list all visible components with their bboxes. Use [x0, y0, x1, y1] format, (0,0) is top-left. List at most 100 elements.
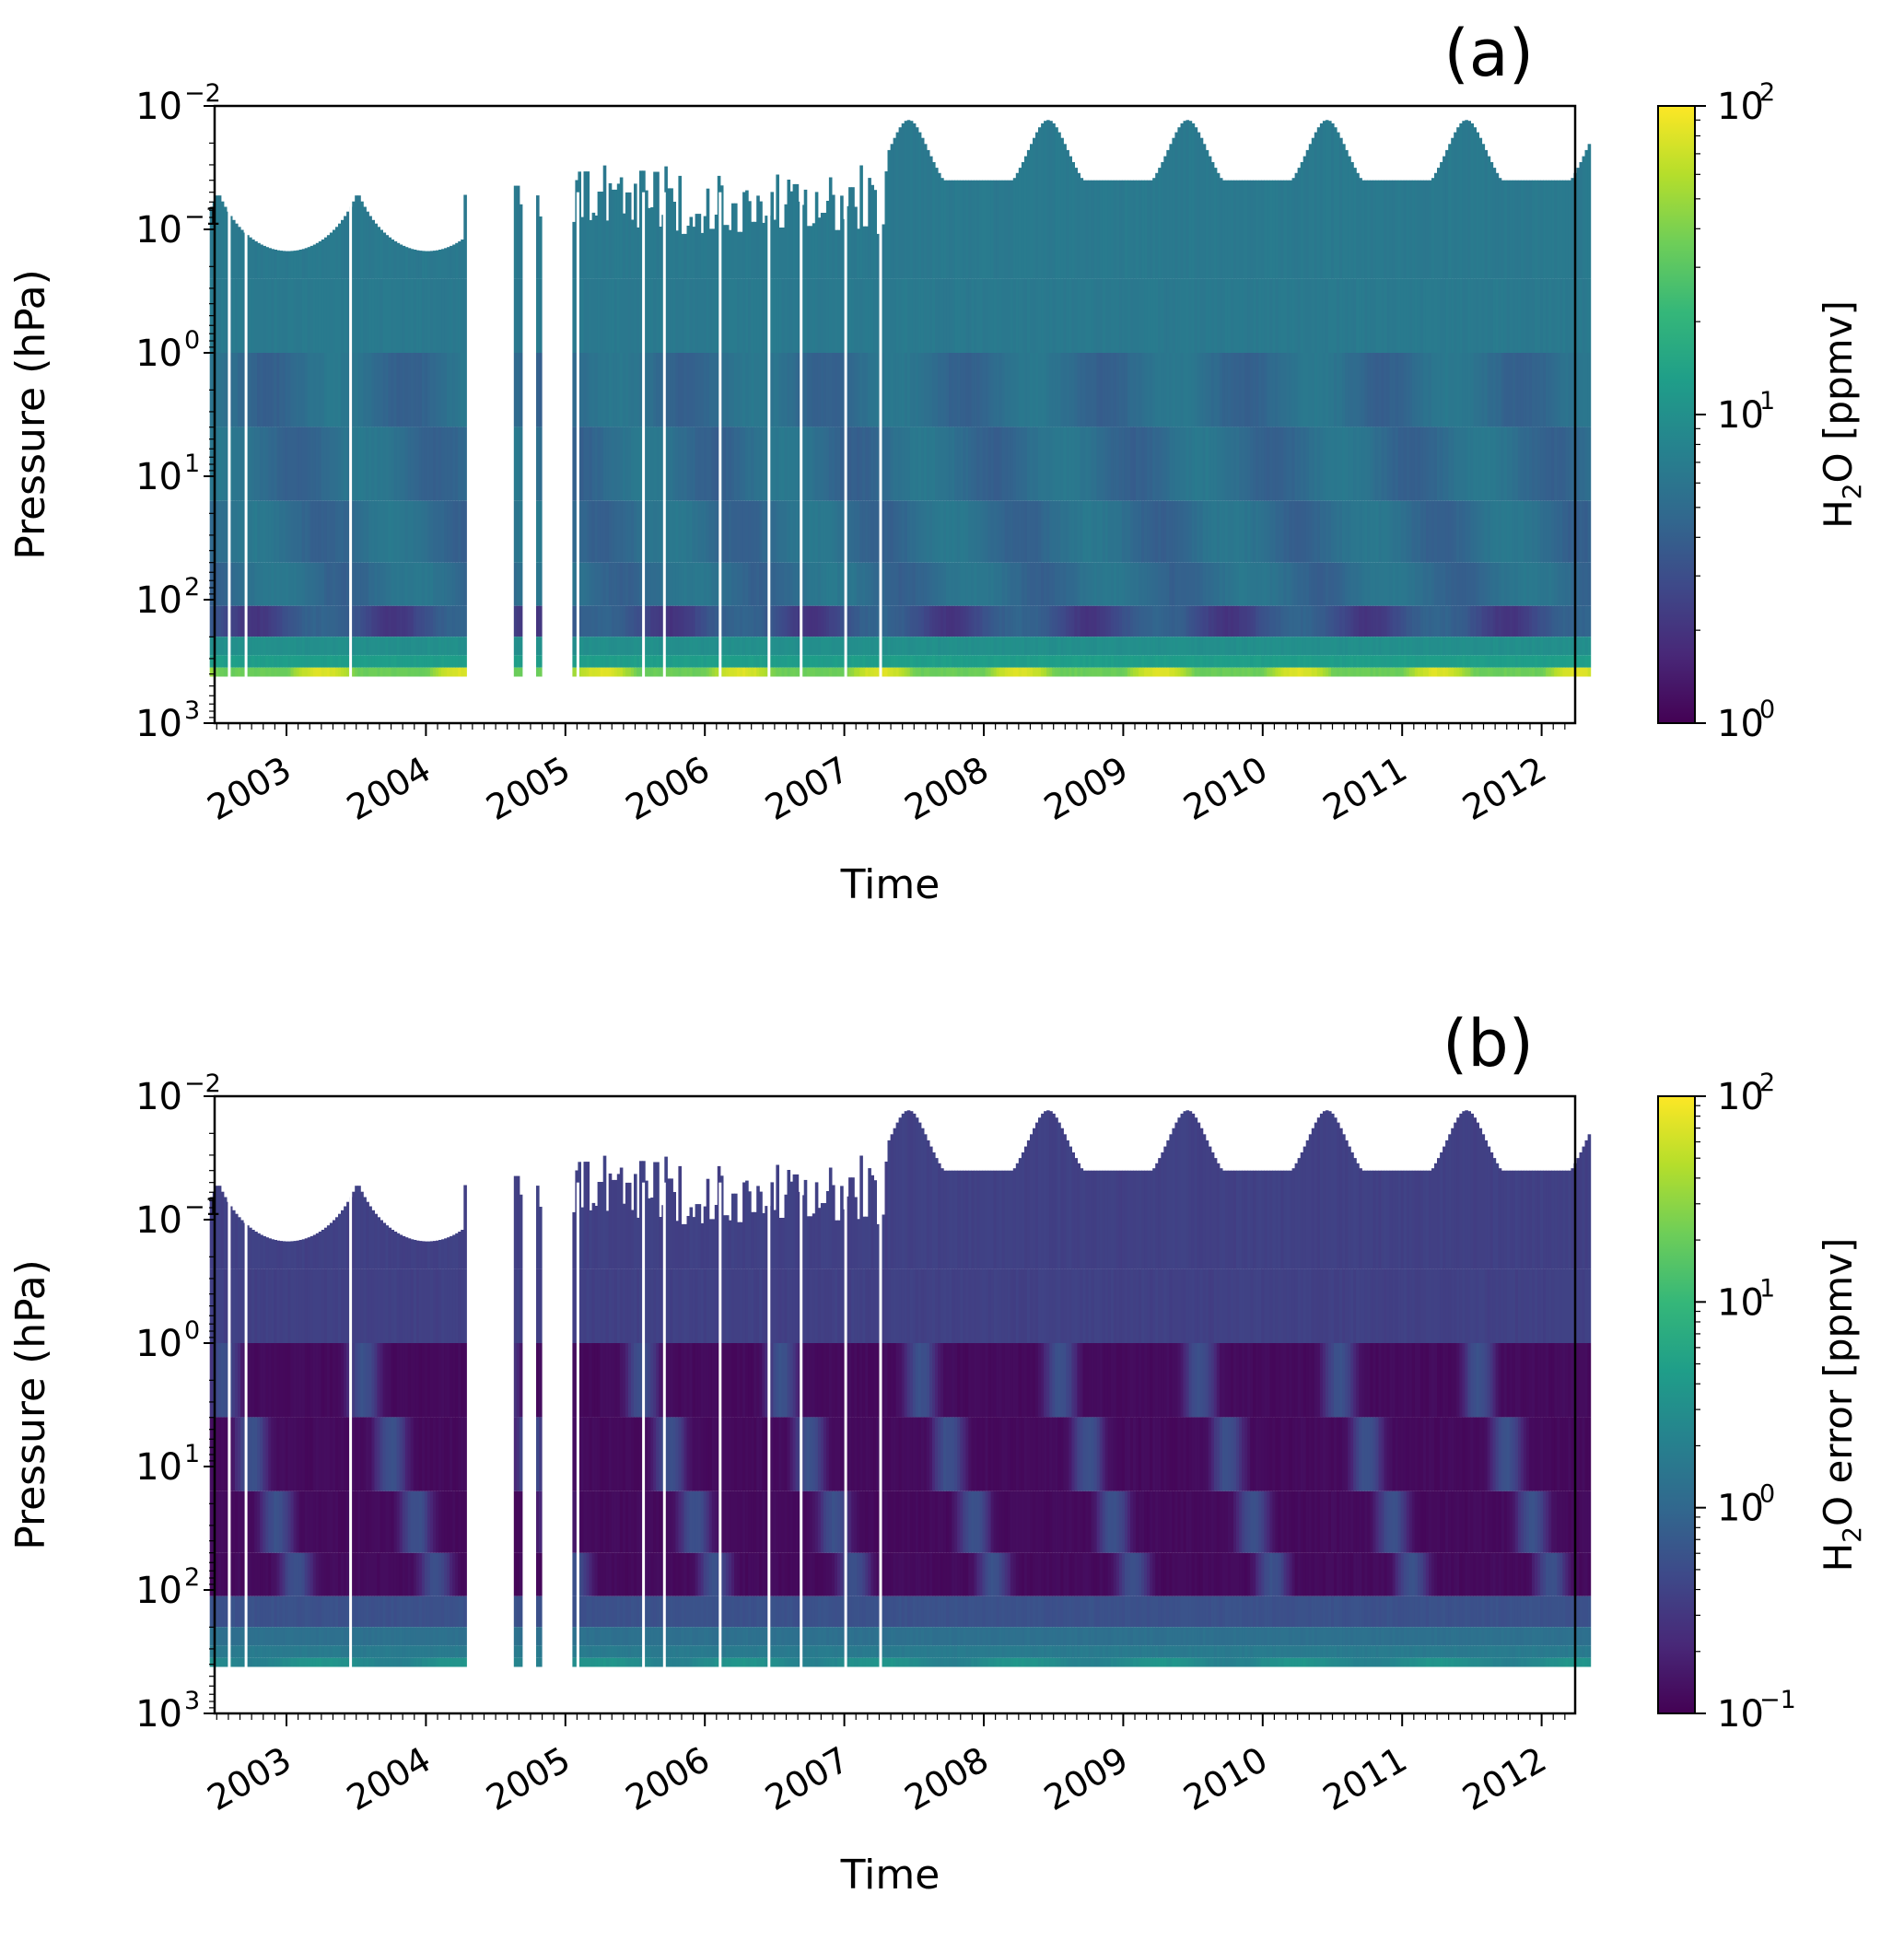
heatmap-cell [463, 195, 467, 279]
heatmap-cell [310, 637, 314, 655]
heatmap-cell [291, 427, 295, 500]
heatmap-cell [759, 202, 763, 279]
heatmap-cell [1166, 606, 1170, 637]
heatmap-cell [1426, 668, 1430, 677]
heatmap-cell [1445, 353, 1449, 427]
heatmap-cell [1306, 427, 1310, 500]
heatmap-cell [1089, 279, 1092, 353]
heatmap-cell [1445, 655, 1449, 667]
heatmap-cell [419, 427, 423, 500]
heatmap-cell [639, 353, 643, 427]
heatmap-cell [868, 655, 871, 667]
heatmap-cell [968, 637, 972, 655]
data-gap-line [767, 193, 770, 677]
heatmap-cell [1554, 427, 1558, 500]
heatmap-cell [1066, 668, 1069, 677]
heatmap-cell [279, 279, 283, 353]
data-gap-line [245, 193, 248, 677]
heatmap-cell [380, 501, 383, 563]
heatmap-cell [857, 279, 860, 353]
heatmap-cell [1588, 563, 1592, 606]
heatmap-cell [690, 668, 694, 677]
colorbar-label: H2O [ppmv] [1816, 300, 1867, 529]
heatmap-cell [1127, 181, 1131, 279]
heatmap-cell [380, 606, 383, 637]
heatmap-cell [848, 668, 852, 677]
heatmap-cell [609, 563, 613, 606]
heatmap-cell [1485, 606, 1489, 637]
heatmap-cell [271, 353, 275, 427]
heatmap-cell [279, 637, 283, 655]
heatmap-cell [778, 563, 782, 606]
heatmap-cell [1027, 279, 1031, 353]
heatmap-cell [1046, 427, 1050, 500]
heatmap-cell [678, 668, 682, 677]
heatmap-cell [1387, 606, 1391, 637]
colorbar-tick-exponent: 2 [1759, 78, 1775, 107]
heatmap-cell [1275, 279, 1279, 353]
heatmap-cell [1367, 655, 1371, 667]
heatmap-cell [899, 501, 903, 563]
heatmap-cell [1375, 353, 1379, 427]
heatmap-cell [400, 427, 403, 500]
heatmap-cell [1588, 606, 1592, 637]
colorbar-tick-label: 10 [1717, 86, 1764, 128]
heatmap-cell [868, 178, 871, 279]
heatmap-cell [888, 501, 892, 563]
heatmap-cell [1507, 427, 1511, 500]
heatmap-cell [1387, 181, 1391, 279]
heatmap-cell [1396, 427, 1399, 500]
heatmap-cell [1267, 668, 1270, 677]
heatmap-cell [620, 637, 624, 655]
heatmap-cell [291, 279, 295, 353]
heatmap-cell [1066, 501, 1069, 563]
heatmap-cell [740, 427, 743, 500]
heatmap-cell [927, 606, 930, 637]
heatmap-cell [709, 228, 713, 278]
heatmap-cell [1027, 637, 1031, 655]
heatmap-cell [748, 501, 752, 563]
heatmap-cell [1437, 606, 1441, 637]
heatmap-cell [210, 668, 214, 677]
heatmap-cell [1445, 606, 1449, 637]
heatmap-cell [1256, 637, 1259, 655]
heatmap-cell [1019, 655, 1022, 667]
heatmap-cell [938, 173, 941, 279]
heatmap-cell [463, 279, 467, 353]
heatmap-cell [1066, 279, 1069, 353]
heatmap-cell [759, 668, 763, 677]
heatmap-cell [1476, 563, 1479, 606]
heatmap-cell [1507, 501, 1511, 563]
heatmap-cell [997, 353, 1000, 427]
heatmap [210, 120, 1592, 676]
heatmap-cell [1306, 655, 1310, 667]
heatmap-cell [698, 353, 702, 427]
heatmap-cell [818, 637, 822, 655]
heatmap-cell [1367, 668, 1371, 677]
heatmap-cell [1186, 563, 1190, 606]
x-tick-label: 2010 [1177, 749, 1275, 828]
heatmap-cell [740, 353, 743, 427]
heatmap-cell [1345, 279, 1349, 353]
heatmap-cell [918, 563, 922, 606]
heatmap-cell [639, 563, 643, 606]
heatmap-cell [1437, 279, 1441, 353]
heatmap-cell [341, 637, 345, 655]
heatmap-cell [1476, 668, 1479, 677]
heatmap-cell [609, 427, 613, 500]
heatmap-cell [539, 668, 543, 677]
heatmap-cell [976, 279, 980, 353]
heatmap-cell [1287, 181, 1291, 279]
heatmap-cell [1147, 655, 1151, 667]
heatmap-cell [1507, 279, 1511, 353]
heatmap-cell [240, 353, 244, 427]
heatmap-cell [1367, 637, 1371, 655]
heatmap-cell [1476, 279, 1479, 353]
heatmap-cell [1546, 655, 1549, 667]
heatmap-cell [1046, 606, 1050, 637]
heatmap-cell [620, 353, 624, 427]
heatmap-cell [310, 353, 314, 427]
heatmap-cell [740, 501, 743, 563]
heatmap-cell [748, 201, 752, 278]
heatmap-cell [1367, 279, 1371, 353]
